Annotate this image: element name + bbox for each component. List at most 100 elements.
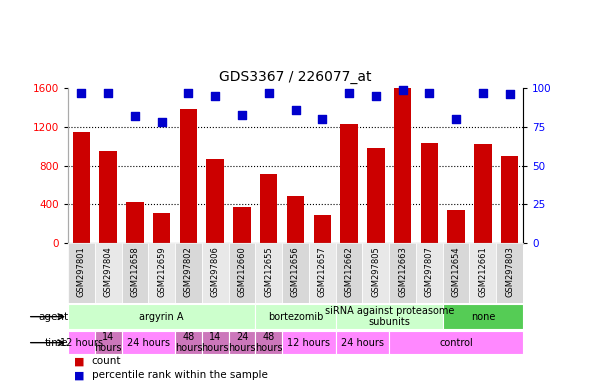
Bar xyxy=(255,243,282,303)
Text: GSM212660: GSM212660 xyxy=(238,246,246,297)
Text: GSM297806: GSM297806 xyxy=(211,246,220,297)
Point xyxy=(264,90,274,96)
Text: none: none xyxy=(470,312,495,322)
Text: 24 hours: 24 hours xyxy=(127,338,170,348)
Bar xyxy=(336,304,443,329)
Point xyxy=(77,90,86,96)
Bar xyxy=(229,331,255,354)
Bar xyxy=(416,243,443,303)
Bar xyxy=(394,88,411,243)
Bar xyxy=(469,243,496,303)
Bar xyxy=(443,243,469,303)
Text: GSM212659: GSM212659 xyxy=(157,246,166,297)
Bar xyxy=(95,331,122,354)
Text: GSM212661: GSM212661 xyxy=(478,246,488,297)
Bar xyxy=(501,156,518,243)
Text: GSM297807: GSM297807 xyxy=(425,246,434,297)
Point xyxy=(291,107,300,113)
Text: 24 hours: 24 hours xyxy=(341,338,384,348)
Text: GSM297803: GSM297803 xyxy=(505,246,514,297)
Text: ■: ■ xyxy=(74,370,85,380)
Bar xyxy=(153,213,170,243)
Bar xyxy=(496,243,523,303)
Text: 14
hours: 14 hours xyxy=(95,332,122,353)
Text: 48
hours: 48 hours xyxy=(255,332,282,353)
Text: GSM212654: GSM212654 xyxy=(452,246,460,297)
Bar xyxy=(443,304,523,329)
Text: 12 hours: 12 hours xyxy=(287,338,330,348)
Bar xyxy=(421,143,438,243)
Bar xyxy=(175,331,202,354)
Bar xyxy=(206,159,224,243)
Text: GSM212655: GSM212655 xyxy=(264,246,273,297)
Bar xyxy=(68,304,255,329)
Point xyxy=(371,93,381,99)
Text: GSM297801: GSM297801 xyxy=(77,246,86,297)
Text: GSM212656: GSM212656 xyxy=(291,246,300,297)
Text: GSM212657: GSM212657 xyxy=(318,246,327,297)
Text: 48
hours: 48 hours xyxy=(175,332,202,353)
Bar xyxy=(336,243,362,303)
Bar xyxy=(340,124,358,243)
Bar xyxy=(122,331,175,354)
Bar xyxy=(474,144,492,243)
Bar xyxy=(229,243,255,303)
Bar xyxy=(367,148,385,243)
Bar xyxy=(389,331,523,354)
Point xyxy=(317,116,327,122)
Bar xyxy=(202,331,229,354)
Bar xyxy=(255,304,336,329)
Bar xyxy=(68,331,95,354)
Text: siRNA against proteasome
subunits: siRNA against proteasome subunits xyxy=(324,306,454,328)
Bar xyxy=(180,109,197,243)
Text: time: time xyxy=(45,338,69,348)
Point xyxy=(345,90,354,96)
Bar xyxy=(175,243,202,303)
Text: 12 hours: 12 hours xyxy=(60,338,103,348)
Bar xyxy=(126,202,144,243)
Text: ■: ■ xyxy=(74,356,85,366)
Bar xyxy=(99,151,117,243)
Text: GSM297802: GSM297802 xyxy=(184,246,193,297)
Text: agent: agent xyxy=(38,312,69,322)
Point xyxy=(103,90,113,96)
Bar xyxy=(282,331,336,354)
Text: GSM297804: GSM297804 xyxy=(103,246,113,297)
Bar xyxy=(73,132,90,243)
Text: count: count xyxy=(92,356,121,366)
Point xyxy=(505,91,514,98)
Bar xyxy=(260,174,277,243)
Point xyxy=(157,119,167,125)
Bar xyxy=(287,196,304,243)
Bar xyxy=(255,331,282,354)
Bar xyxy=(202,243,229,303)
Text: GSM212663: GSM212663 xyxy=(398,246,407,297)
Bar xyxy=(95,243,122,303)
Text: GSM297805: GSM297805 xyxy=(371,246,380,297)
Bar xyxy=(336,331,389,354)
Point xyxy=(424,90,434,96)
Point xyxy=(184,90,193,96)
Bar xyxy=(447,210,465,243)
Point xyxy=(130,113,139,119)
Text: argyrin A: argyrin A xyxy=(139,312,184,322)
Point xyxy=(452,116,461,122)
Point xyxy=(237,111,246,118)
Bar xyxy=(282,243,309,303)
Bar xyxy=(122,243,148,303)
Text: GDS3367 / 226077_at: GDS3367 / 226077_at xyxy=(219,70,372,84)
Bar xyxy=(362,243,389,303)
Text: GSM212658: GSM212658 xyxy=(131,246,139,297)
Text: percentile rank within the sample: percentile rank within the sample xyxy=(92,370,268,380)
Bar xyxy=(389,243,416,303)
Text: control: control xyxy=(439,338,473,348)
Bar xyxy=(233,207,251,243)
Text: GSM212662: GSM212662 xyxy=(345,246,353,297)
Point xyxy=(210,93,220,99)
Point xyxy=(478,90,488,96)
Bar xyxy=(148,243,175,303)
Bar xyxy=(309,243,336,303)
Point xyxy=(398,87,407,93)
Text: 24
hours: 24 hours xyxy=(228,332,256,353)
Text: 14
hours: 14 hours xyxy=(202,332,229,353)
